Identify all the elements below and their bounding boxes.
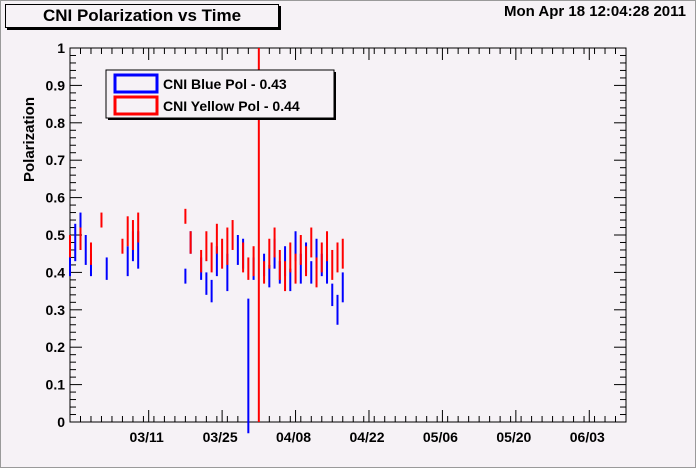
y-tick-label: 0.4 [46,264,66,280]
legend-swatch [113,95,159,116]
y-tick-label: 0.1 [46,377,66,393]
timestamp: Mon Apr 18 12:04:28 2011 [503,3,686,20]
y-axis-label: Polarization [21,97,38,182]
x-tick-label: 06/03 [570,429,605,445]
x-tick-label: 04/08 [276,429,311,445]
y-tick-label: 0.3 [46,302,66,318]
x-tick-label: 04/22 [349,429,384,445]
legend-swatch [113,73,159,94]
y-tick-label: 0.5 [46,227,66,243]
y-tick-label: 0.6 [46,190,66,206]
x-tick-label: 05/20 [496,429,531,445]
y-tick-label: 1 [57,40,65,56]
y-tick-label: 0.9 [46,77,66,93]
legend-label: CNI Blue Pol - 0.43 [163,76,287,92]
y-tick-label: 0 [57,414,65,430]
y-tick-label: 0.8 [46,115,66,131]
y-tick-label: 0.2 [46,339,66,355]
legend-label: CNI Yellow Pol - 0.44 [163,98,300,114]
chart-title: CNI Polarization vs Time [5,4,279,28]
legend-box [105,69,335,119]
x-tick-label: 03/25 [203,429,238,445]
y-tick-label: 0.7 [46,152,66,168]
x-tick-label: 03/11 [130,429,164,445]
x-tick-label: 05/06 [423,429,458,445]
